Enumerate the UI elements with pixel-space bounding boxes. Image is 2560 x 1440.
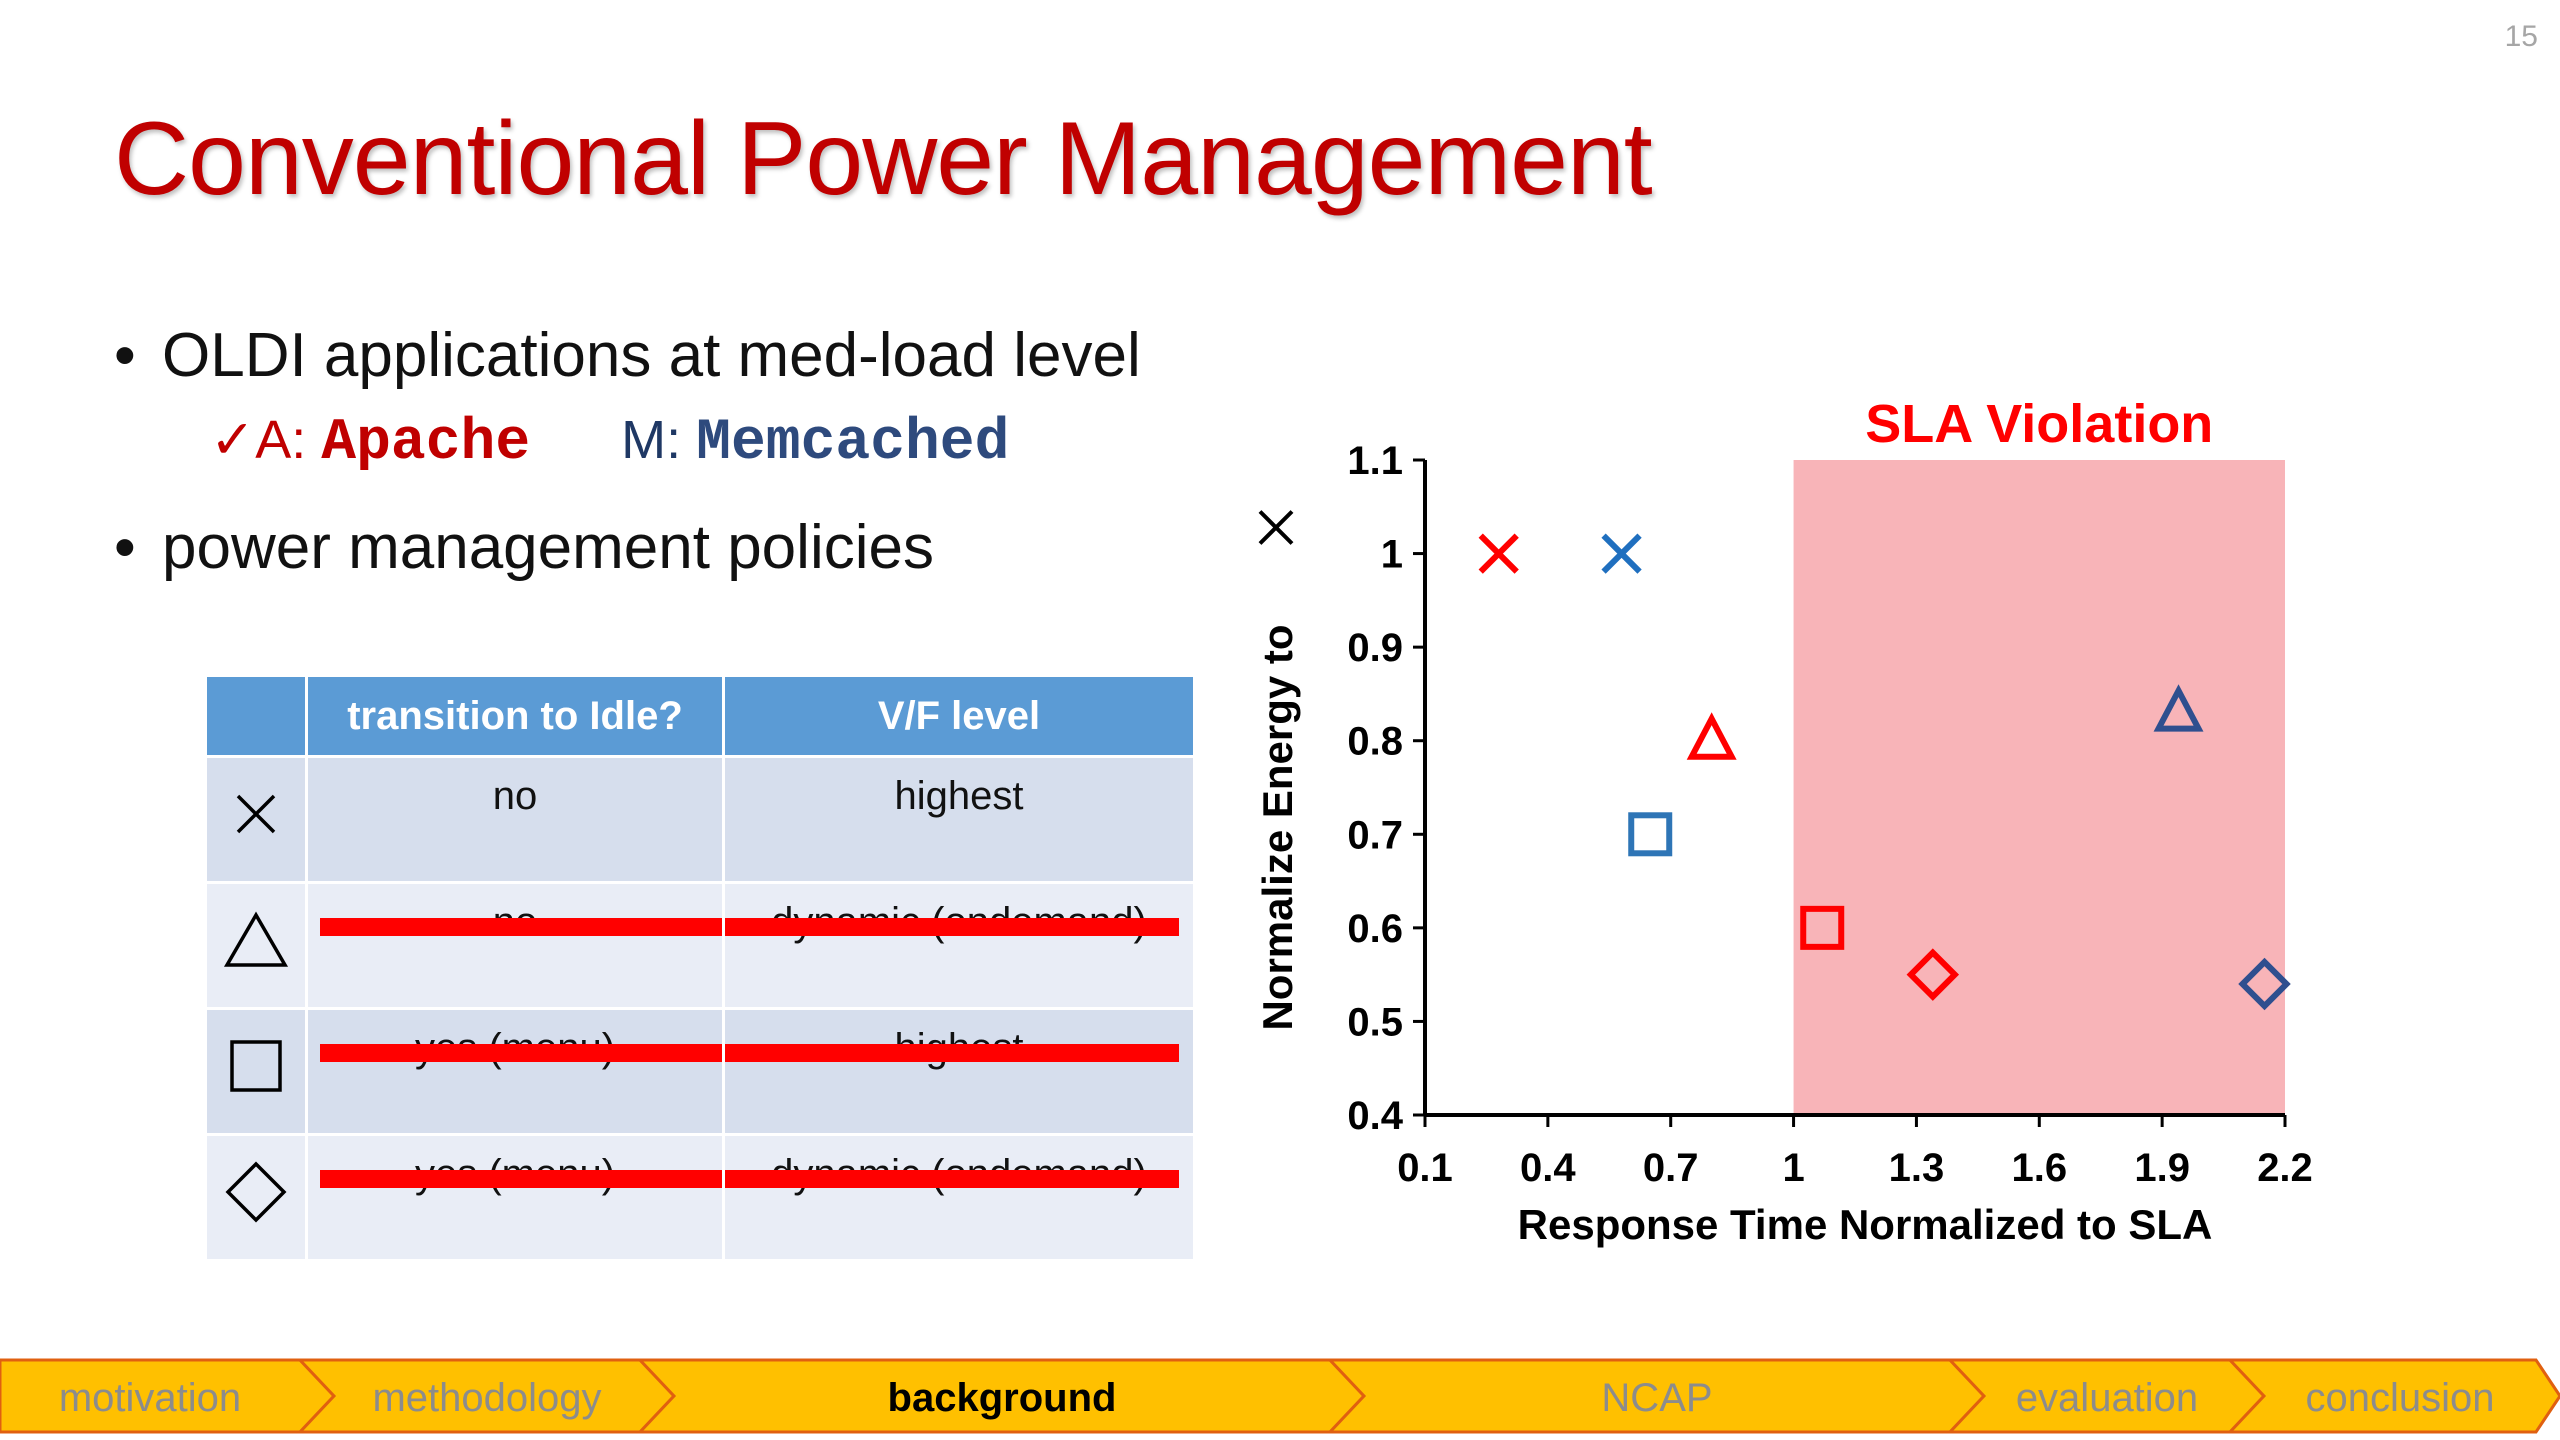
- y-tick-label: 1: [1381, 533, 1403, 577]
- nav-label-conclusion: conclusion: [2305, 1376, 2494, 1420]
- table-header-row: transition to Idle? V/F level: [204, 674, 1196, 758]
- table-cell-symbol: [204, 1133, 308, 1262]
- y-tick-label: 0.6: [1347, 907, 1403, 951]
- policy-table: transition to Idle? V/F level no highest…: [204, 674, 1196, 1262]
- table-cell-vf: highest: [722, 755, 1196, 884]
- y-tick-label: 0.5: [1347, 1000, 1403, 1044]
- table-cell-idle: no: [305, 755, 725, 884]
- table-cell-symbol: [204, 881, 308, 1010]
- x-tick-label: 1.6: [2011, 1146, 2067, 1190]
- sla-violation-label: SLA Violation: [1865, 394, 2213, 454]
- strikethrough-line: [725, 918, 1179, 936]
- bullet-policies: • power management policies: [114, 512, 934, 583]
- table-cell-symbol: [204, 1007, 308, 1136]
- table-cell-vf: dynamic (ondemand): [722, 1133, 1196, 1262]
- table-cell-symbol: [204, 755, 308, 884]
- memcached-square-point: [1628, 812, 1673, 857]
- table-header-vf: V/F level: [722, 674, 1196, 758]
- apache-diamond-point: [1906, 948, 1960, 1001]
- y-axis-cross-icon: [1258, 510, 1294, 545]
- apache-prefix: A:: [255, 410, 307, 470]
- table-cell-idle: no: [305, 881, 725, 1010]
- memcached-cross-point: [1601, 533, 1642, 574]
- page-number: 15: [2504, 20, 2538, 53]
- bullet-dot: •: [114, 513, 136, 582]
- table-row: yes (menu) highest: [204, 1007, 1196, 1136]
- checkmark-icon: ✓: [210, 410, 256, 470]
- x-tick-label: 1: [1782, 1146, 1804, 1190]
- table-row: no highest: [204, 755, 1196, 884]
- apache-square-point: [1800, 905, 1845, 950]
- apps-line: ✓A: Apache M: Memcached: [210, 408, 1009, 476]
- y-tick-label: 1.1: [1347, 439, 1403, 483]
- cell-text: highest: [894, 774, 1024, 818]
- strikethrough-line: [725, 1170, 1179, 1188]
- table-row: yes (menu) dynamic (ondemand): [204, 1133, 1196, 1262]
- bullet-dot: •: [114, 321, 136, 390]
- memcached-triangle-point: [2153, 684, 2204, 732]
- memcached-prefix: M:: [621, 410, 682, 470]
- x-axis-label: Response Time Normalized to SLA: [1518, 1201, 2213, 1248]
- y-tick-label: 0.9: [1347, 626, 1403, 670]
- y-tick-label: 0.4: [1347, 1094, 1403, 1138]
- x-tick-label: 1.3: [1889, 1146, 1945, 1190]
- y-tick-label: 0.8: [1347, 720, 1403, 764]
- bullet-text: OLDI applications at med-load level: [162, 321, 1141, 390]
- memcached-label: Memcached: [696, 411, 1010, 476]
- cross-icon: [236, 794, 276, 834]
- apache-cross-point: [1478, 533, 1519, 574]
- x-tick-label: 0.7: [1643, 1146, 1699, 1190]
- x-tick-label: 0.4: [1520, 1146, 1576, 1190]
- nav-segment-conclusion: [2226, 1358, 2560, 1434]
- x-tick-label: 0.1: [1397, 1146, 1453, 1190]
- y-axis-label: Normalize Energy to: [1254, 624, 1301, 1030]
- scatter-chart: SLA Violation 0.4 0.5 0.6 0.7 0.8 0.9 1 1.1 0.1 0.…: [1254, 394, 2313, 1248]
- nav-label-methodology: methodology: [372, 1376, 601, 1420]
- table-cell-idle: yes (menu): [305, 1007, 725, 1136]
- strikethrough-line: [320, 918, 722, 936]
- nav-label-motivation: motivation: [59, 1376, 241, 1420]
- table-header-idle: transition to Idle?: [305, 674, 725, 758]
- slide-title: Conventional Power Management: [114, 101, 1653, 217]
- y-tick-label: 0.7: [1347, 813, 1403, 857]
- table-header-symbol: [204, 674, 308, 758]
- strikethrough-line: [320, 1170, 722, 1188]
- cell-text: no: [492, 774, 538, 818]
- nav-label-background: background: [888, 1376, 1117, 1420]
- bullet-oldi: • OLDI applications at med-load level: [114, 320, 1141, 391]
- x-tick-label: 1.9: [2134, 1146, 2190, 1190]
- table-cell-vf: highest: [722, 1007, 1196, 1136]
- nav-label-ncap: NCAP: [1601, 1376, 1712, 1420]
- table-cell-vf: dynamic (ondemand): [722, 881, 1196, 1010]
- strikethrough-line: [320, 1044, 722, 1062]
- x-tick-label: 2.2: [2257, 1146, 2313, 1190]
- table-cell-idle: yes (menu): [305, 1133, 725, 1262]
- diamond-icon: [225, 1161, 287, 1223]
- memcached-diamond-point: [2238, 957, 2291, 1011]
- triangle-icon: [223, 911, 289, 967]
- apache-label: Apache: [321, 411, 531, 476]
- y-axis-label-group: Normalize Energy to: [1254, 624, 1301, 1030]
- apache-triangle-point: [1686, 712, 1737, 760]
- bullet-text: power management policies: [162, 513, 934, 582]
- strikethrough-line: [725, 1044, 1179, 1062]
- table-row: no dynamic (ondemand): [204, 881, 1196, 1010]
- section-nav-bar: motivation methodology background NCAP evalu…: [0, 1358, 2560, 1434]
- sla-violation-region: [1793, 460, 2285, 1115]
- nav-label-evaluation: evaluation: [2016, 1376, 2198, 1420]
- square-icon: [230, 1040, 282, 1092]
